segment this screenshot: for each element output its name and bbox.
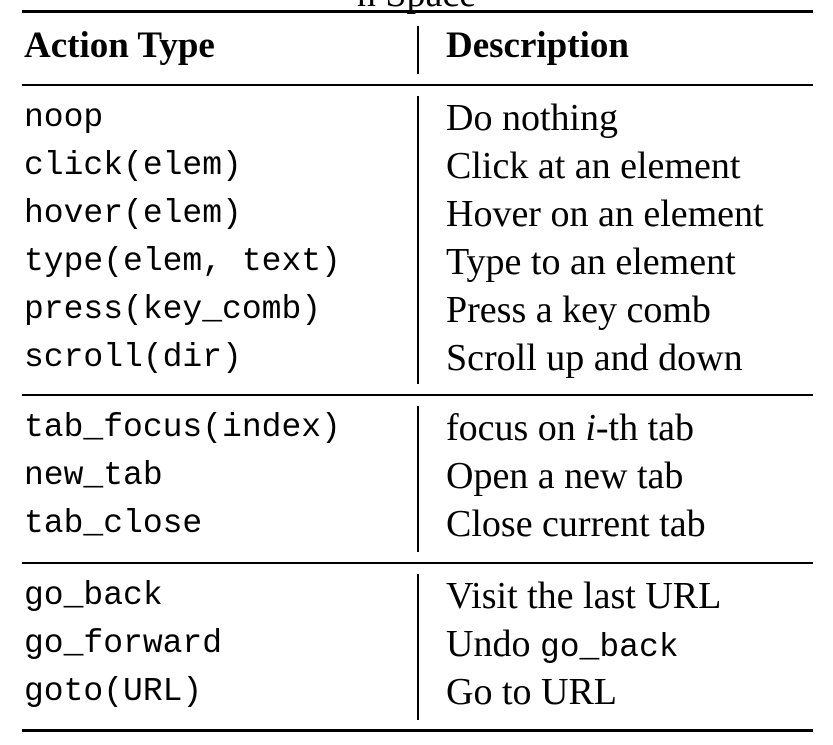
table-row: noop Do nothing bbox=[0, 94, 833, 142]
action-cell: new_tab bbox=[24, 457, 163, 494]
action-cell: go_back bbox=[24, 577, 163, 614]
action-cell: tab_close bbox=[24, 505, 203, 542]
header-description: Description bbox=[446, 25, 629, 66]
table-row: click(elem) Click at an element bbox=[0, 142, 833, 190]
description-cell: Open a new tab bbox=[446, 455, 684, 497]
table-row: type(elem, text) Type to an element bbox=[0, 238, 833, 286]
column-divider-group2 bbox=[417, 406, 419, 552]
description-cell: Scroll up and down bbox=[446, 337, 743, 379]
column-divider-header bbox=[417, 26, 419, 74]
action-cell: press(key_comb) bbox=[24, 291, 322, 328]
column-divider-group3 bbox=[417, 574, 419, 720]
table-row: go_back Visit the last URL bbox=[0, 572, 833, 620]
top-rule bbox=[22, 10, 813, 13]
group1-rule bbox=[22, 394, 813, 396]
action-cell: goto(URL) bbox=[24, 673, 203, 710]
description-cell: focus on i-th tab bbox=[446, 404, 694, 452]
table-row: tab_focus(index) focus on i-th tab bbox=[0, 404, 833, 452]
description-cell: Type to an element bbox=[446, 241, 736, 283]
bottom-rule bbox=[22, 729, 813, 732]
action-cell: noop bbox=[24, 99, 104, 136]
description-cell: Press a key comb bbox=[446, 289, 711, 331]
description-prefix: focus on bbox=[446, 407, 586, 449]
header-row: Action Type Description bbox=[0, 22, 833, 70]
table-row: scroll(dir) Scroll up and down bbox=[0, 334, 833, 382]
table-row: goto(URL) Go to URL bbox=[0, 668, 833, 716]
action-cell: tab_focus(index) bbox=[24, 409, 341, 446]
inline-code: go_back bbox=[539, 629, 679, 666]
description-cell: Undo go_back bbox=[446, 620, 679, 668]
action-cell: type(elem, text) bbox=[24, 243, 341, 280]
table-row: new_tab Open a new tab bbox=[0, 452, 833, 500]
table-row: hover(elem) Hover on an element bbox=[0, 190, 833, 238]
description-suffix: -th tab bbox=[595, 407, 695, 449]
description-cell: Go to URL bbox=[446, 671, 617, 713]
column-divider-group1 bbox=[417, 96, 419, 384]
description-cell: Hover on an element bbox=[446, 193, 764, 235]
group2-rule bbox=[22, 562, 813, 564]
table-row: tab_close Close current tab bbox=[0, 500, 833, 548]
description-cell: Do nothing bbox=[446, 97, 619, 139]
table-row: go_forward Undo go_back bbox=[0, 620, 833, 668]
action-cell: hover(elem) bbox=[24, 195, 242, 232]
action-cell: scroll(dir) bbox=[24, 339, 242, 376]
description-cell: Visit the last URL bbox=[446, 575, 722, 617]
description-cell: Click at an element bbox=[446, 145, 741, 187]
description-cell: Close current tab bbox=[446, 503, 706, 545]
action-cell: click(elem) bbox=[24, 147, 242, 184]
table-row: press(key_comb) Press a key comb bbox=[0, 286, 833, 334]
description-prefix: Undo bbox=[446, 623, 540, 665]
action-cell: go_forward bbox=[24, 625, 223, 662]
header-action-type: Action Type bbox=[24, 25, 215, 66]
header-rule bbox=[22, 84, 813, 86]
math-variable: i bbox=[585, 407, 596, 449]
